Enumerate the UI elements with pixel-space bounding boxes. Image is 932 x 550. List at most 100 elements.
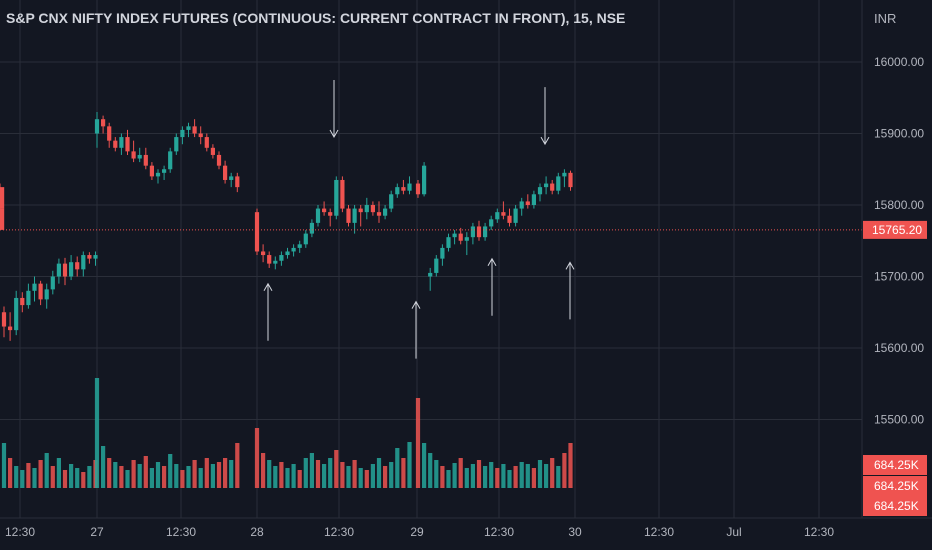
time-tick-label: 12:30 (484, 525, 514, 539)
arrow-up-annotation[interactable] (263, 282, 273, 341)
candle-body (186, 126, 191, 130)
candle-body (273, 260, 278, 264)
volume-bar (81, 472, 86, 488)
volume-bar (8, 458, 13, 488)
time-tick-label: 29 (410, 525, 424, 539)
volume-bar (107, 458, 112, 488)
candle-body (210, 147, 215, 155)
candle-body (14, 297, 19, 331)
time-tick-label: 12:30 (324, 525, 354, 539)
volume-bar (303, 458, 308, 488)
arrow-up-annotation[interactable] (411, 300, 421, 359)
candle-body (489, 219, 494, 227)
candle-body (26, 290, 31, 306)
volume-bar (370, 464, 375, 488)
volume-bar (62, 470, 68, 488)
volume-bar (204, 458, 209, 488)
candle-body (50, 276, 55, 290)
candle-body (434, 258, 439, 273)
arrow-up-annotation[interactable] (565, 261, 575, 320)
volume-bar (328, 458, 333, 488)
candle-body (464, 237, 469, 241)
volume-bar (562, 453, 567, 488)
arrow-down-annotation[interactable] (540, 87, 550, 146)
volume-bar (50, 466, 55, 488)
candle-body (364, 205, 369, 213)
volume-badge (863, 476, 927, 496)
candle-body (291, 247, 296, 252)
candle-body (137, 154, 142, 159)
candle-body (501, 212, 506, 216)
candle-body (415, 183, 421, 195)
candle-body (44, 289, 49, 300)
candle-body (223, 165, 228, 180)
candle-body (204, 137, 209, 148)
candle-body (38, 283, 43, 300)
volume-bar (75, 468, 80, 488)
candle-body (322, 208, 327, 213)
candle-body (56, 263, 61, 277)
volume-bar (428, 453, 433, 488)
candle-body (483, 226, 488, 238)
time-tick-label: 12:30 (644, 525, 674, 539)
volume-bar (210, 464, 215, 488)
candle-body (568, 172, 573, 188)
volume-bar (383, 466, 388, 488)
volume-bar (223, 458, 228, 488)
volume-bar (358, 468, 363, 488)
candle-body (131, 151, 136, 159)
last-price-label: 15765.20 (872, 223, 922, 237)
candle-body (395, 187, 400, 195)
volume-bar (119, 466, 124, 488)
candle-body (476, 226, 482, 238)
candle-body (32, 283, 37, 291)
candle-body (309, 222, 314, 234)
arrow-down-annotation[interactable] (329, 79, 339, 138)
volume-bar (1, 443, 7, 488)
volume-bar (261, 453, 266, 488)
candle-body (370, 205, 375, 213)
time-tick-label: 28 (250, 525, 264, 539)
volume-bar (267, 460, 272, 488)
candle-body (149, 165, 154, 177)
price-tick-label: 15600.00 (874, 341, 924, 355)
volume-bar (279, 462, 284, 488)
candle-body (0, 208, 5, 230)
candle-body (531, 194, 536, 205)
price-tick-label: 15700.00 (874, 270, 924, 284)
candle-body (216, 154, 222, 166)
volume-bar (537, 460, 543, 488)
candle-body (198, 133, 203, 138)
candle-body (297, 244, 302, 248)
volume-bar (407, 442, 412, 488)
volume-bar (483, 466, 488, 488)
candle-body (352, 208, 357, 223)
candle-body (174, 137, 179, 152)
candle-body (180, 129, 185, 138)
last-price-badge (863, 220, 927, 239)
volume-bar (346, 466, 351, 488)
volume-bar (155, 462, 161, 488)
volume-bar (309, 453, 314, 488)
volume-bar (334, 450, 339, 488)
volume-bar (470, 464, 475, 488)
candle-body (168, 151, 173, 170)
candle-body (8, 326, 13, 331)
candle-body (550, 183, 555, 191)
volume-bar (322, 464, 327, 488)
volume-bar (395, 448, 400, 488)
candle-body (556, 176, 561, 191)
volume-bar (291, 464, 296, 488)
candle-body (315, 208, 321, 223)
candle-body (544, 183, 549, 188)
candle-body (470, 226, 475, 238)
candle-body (401, 187, 406, 191)
arrow-up-annotation[interactable] (487, 257, 497, 316)
candle-body (440, 247, 445, 259)
candle-body (358, 208, 363, 213)
volume-bar (285, 468, 290, 488)
candle-body (389, 194, 394, 209)
